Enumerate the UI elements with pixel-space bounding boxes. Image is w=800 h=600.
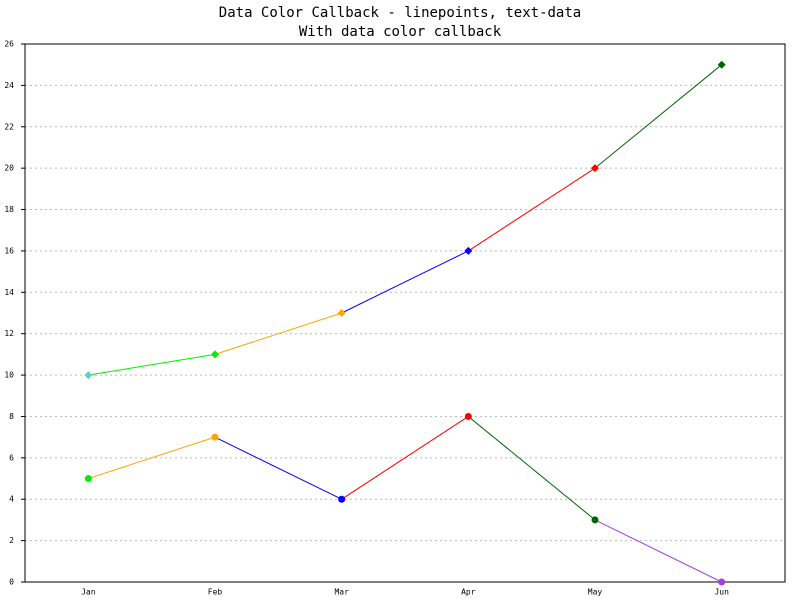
y-tick-label: 20 xyxy=(4,164,14,173)
point xyxy=(211,350,219,359)
point xyxy=(591,516,599,524)
point xyxy=(84,475,92,483)
line-segment xyxy=(341,416,469,500)
line-segment xyxy=(88,353,216,376)
y-tick-label: 2 xyxy=(9,536,14,545)
chart-title: Data Color Callback - linepoints, text-d… xyxy=(219,5,581,21)
y-tick-label: 0 xyxy=(9,578,14,587)
line-segment xyxy=(214,312,342,355)
point xyxy=(464,412,472,420)
line-segment xyxy=(594,519,722,583)
y-tick-label: 4 xyxy=(9,495,14,504)
y-tick-label: 22 xyxy=(4,122,14,131)
line-segment xyxy=(468,167,596,252)
plot-frame xyxy=(24,43,786,583)
y-tick-label: 24 xyxy=(4,81,14,90)
line-segment xyxy=(468,416,596,521)
point xyxy=(718,578,726,586)
x-tick-label: Feb xyxy=(208,588,223,597)
point xyxy=(211,433,219,441)
y-tick-label: 18 xyxy=(4,205,14,214)
x-tick-label: May xyxy=(588,588,603,597)
x-tick-label: Mar xyxy=(334,588,349,597)
line-segment xyxy=(341,250,469,314)
y-tick-label: 12 xyxy=(4,329,14,338)
y-tick-label: 10 xyxy=(4,371,14,380)
y-tick-label: 16 xyxy=(4,246,14,255)
point xyxy=(464,246,473,255)
y-tick-label: 26 xyxy=(4,40,14,49)
y-tick-label: 8 xyxy=(9,412,14,421)
x-tick-label: Apr xyxy=(461,588,476,597)
point xyxy=(338,495,346,503)
x-tick-label: Jun xyxy=(714,588,729,597)
y-tick-label: 14 xyxy=(4,288,14,297)
point xyxy=(591,164,599,173)
x-tick-label: Jan xyxy=(81,588,96,597)
line-segment xyxy=(214,436,342,500)
y-tick-label: 6 xyxy=(9,453,14,462)
line-segment xyxy=(594,64,722,169)
point xyxy=(717,60,726,69)
chart-subtitle: With data color callback xyxy=(299,24,502,40)
point xyxy=(84,371,93,380)
line-segment xyxy=(88,436,216,480)
point xyxy=(337,309,346,317)
